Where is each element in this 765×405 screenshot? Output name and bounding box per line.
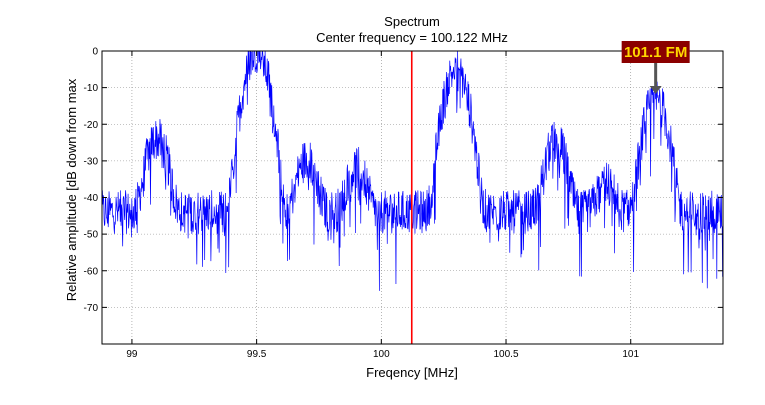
chart-subtitle: Center frequency = 100.122 MHz [316,30,508,45]
x-tick-label: 100 [373,349,390,360]
annotation-arrow-head [649,85,662,94]
y-tick-label: -50 [84,230,99,241]
y-tick-label: -60 [84,266,99,277]
annotations: 101.1 FM [621,41,690,94]
x-tick-label: 100.5 [494,349,519,360]
axis-ticks: 99 99.5 100 100.5 101 0 -10 -20 -30 -40 -50 -60 -70 [84,47,723,360]
x-tick-label: 99.5 [247,349,267,360]
x-tick-label: 101 [622,349,639,360]
y-tick-label: -70 [84,303,99,314]
y-tick-label: -20 [84,120,99,131]
grid-lines [102,50,723,344]
y-tick-label: -40 [84,193,99,204]
x-tick-label: 99 [126,349,138,360]
y-tick-label: 0 [92,47,98,58]
annotation-box [621,41,690,63]
y-tick-label: -10 [84,83,99,94]
x-axis-label: Freqency [MHz] [366,365,458,380]
chart-title: Spectrum [384,14,440,29]
annotation-label: 101.1 FM [624,44,687,61]
y-tick-label: -30 [84,156,99,167]
y-axis-label: Relative amplitude [dB down from max [64,78,79,301]
